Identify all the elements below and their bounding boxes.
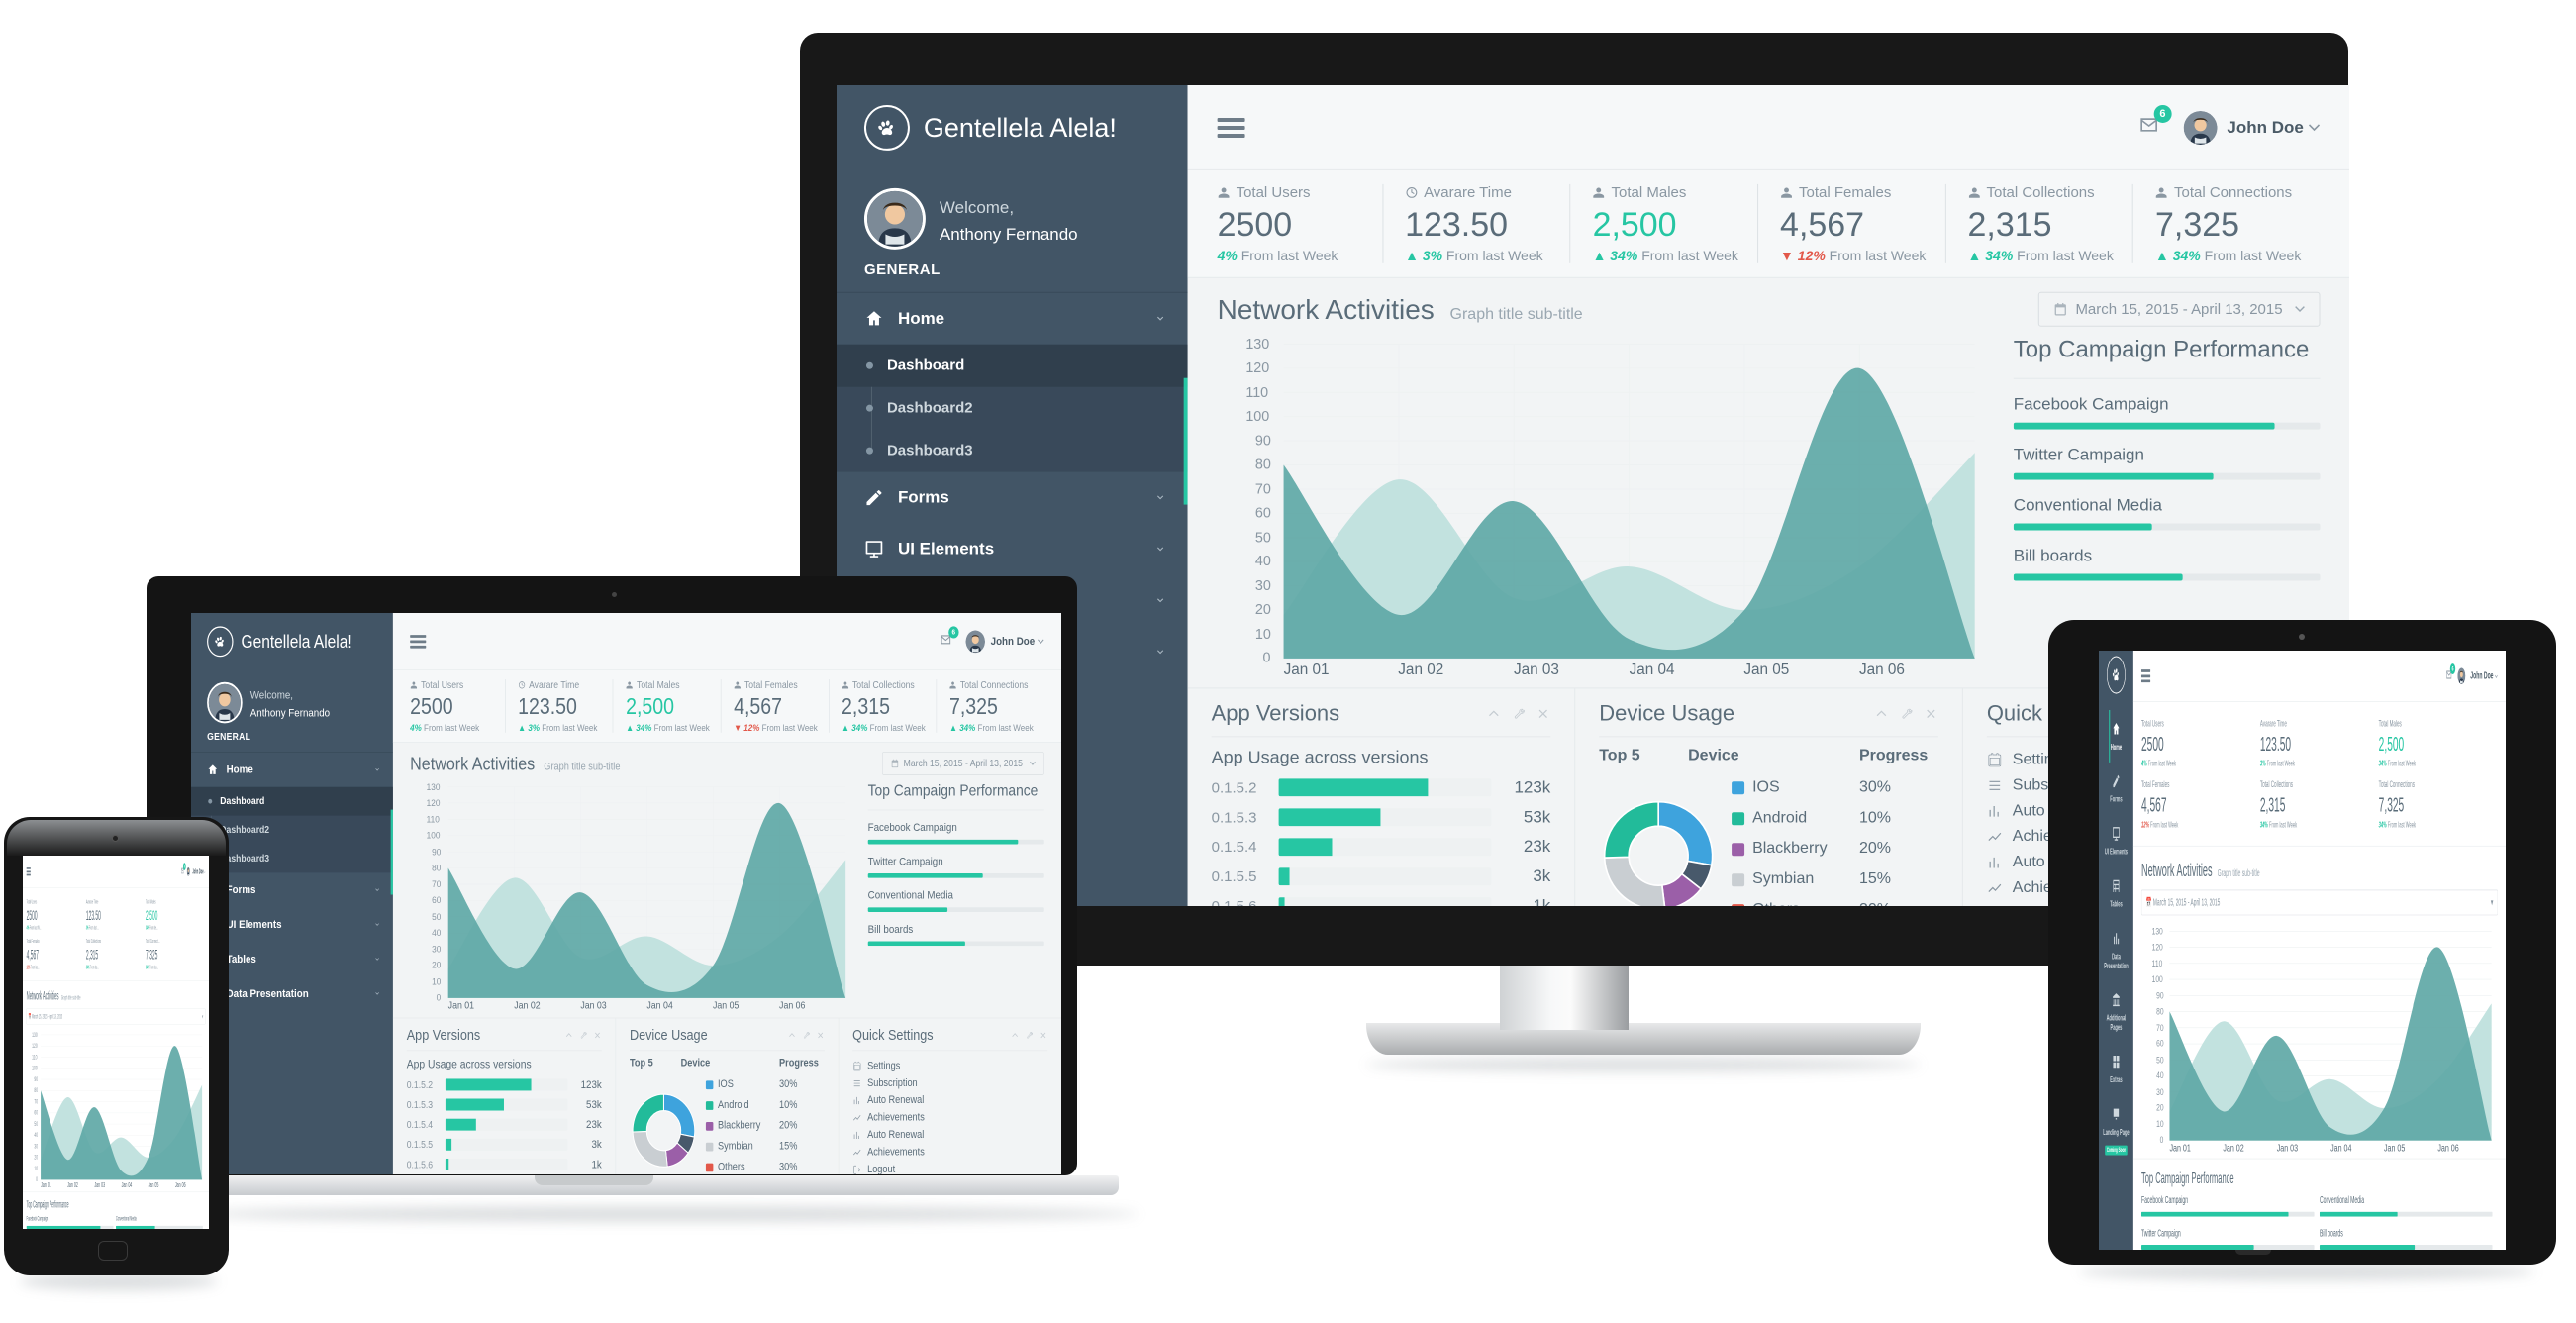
svg-text:30: 30 [34,1144,38,1152]
svg-text:0: 0 [1263,651,1271,666]
svg-text:40: 40 [1255,555,1271,570]
svg-text:Jan 04: Jan 04 [2330,1142,2351,1153]
svg-text:Jan 05: Jan 05 [149,1182,159,1188]
svg-text:20: 20 [1255,602,1271,618]
svg-text:130: 130 [1245,338,1269,354]
svg-text:10: 10 [2156,1119,2164,1129]
svg-text:Jan 06: Jan 06 [175,1182,186,1188]
svg-text:60: 60 [432,895,441,906]
svg-text:Jan 03: Jan 03 [94,1182,105,1188]
svg-text:130: 130 [32,1032,38,1040]
svg-text:50: 50 [432,911,441,922]
svg-text:90: 90 [432,847,441,858]
svg-text:Jan 01: Jan 01 [448,1000,474,1011]
svg-text:100: 100 [2152,974,2163,984]
svg-text:120: 120 [32,1043,38,1051]
svg-text:Jan 06: Jan 06 [1859,662,1905,678]
svg-text:110: 110 [1245,385,1268,401]
svg-text:110: 110 [32,1055,37,1063]
svg-text:90: 90 [1255,434,1271,450]
svg-text:Jan 05: Jan 05 [1743,662,1789,678]
svg-text:30: 30 [2156,1086,2164,1096]
svg-text:Jan 02: Jan 02 [514,1000,540,1011]
svg-text:Jan 02: Jan 02 [2223,1142,2243,1153]
svg-text:110: 110 [2152,959,2163,968]
svg-text:10: 10 [34,1166,38,1173]
svg-text:100: 100 [32,1066,38,1073]
svg-text:50: 50 [34,1121,38,1129]
svg-text:Jan 03: Jan 03 [2277,1142,2298,1153]
svg-text:Jan 03: Jan 03 [1514,662,1559,678]
svg-text:30: 30 [432,944,441,955]
svg-text:Jan 03: Jan 03 [580,1000,606,1011]
svg-text:Jan 05: Jan 05 [2384,1142,2405,1153]
svg-text:70: 70 [432,879,441,890]
svg-text:50: 50 [2156,1055,2164,1065]
svg-text:60: 60 [34,1110,38,1118]
svg-text:Jan 01: Jan 01 [1284,662,1330,678]
svg-text:130: 130 [427,782,441,792]
svg-text:90: 90 [2156,990,2164,1000]
svg-text:Jan 04: Jan 04 [1630,662,1675,678]
svg-text:Jan 04: Jan 04 [646,1000,673,1011]
svg-text:120: 120 [1245,360,1269,376]
svg-text:50: 50 [1255,531,1271,547]
svg-text:Jan 04: Jan 04 [122,1182,133,1188]
svg-text:30: 30 [1255,578,1271,594]
svg-text:110: 110 [427,814,440,825]
svg-text:Jan 01: Jan 01 [2169,1142,2190,1153]
svg-text:80: 80 [2156,1006,2164,1016]
svg-text:100: 100 [1245,409,1269,425]
svg-text:60: 60 [2156,1038,2164,1048]
svg-text:Jan 02: Jan 02 [1398,662,1443,678]
svg-text:90: 90 [34,1076,38,1084]
svg-text:10: 10 [432,976,441,987]
svg-text:40: 40 [432,928,441,939]
svg-text:120: 120 [427,798,441,809]
svg-text:Jan 02: Jan 02 [67,1182,78,1188]
svg-text:100: 100 [427,830,441,841]
svg-text:Jan 06: Jan 06 [2437,1142,2458,1153]
svg-text:Jan 06: Jan 06 [779,1000,805,1011]
svg-text:20: 20 [2156,1102,2164,1112]
svg-text:70: 70 [2156,1023,2164,1033]
svg-text:130: 130 [2152,926,2163,936]
svg-text:Jan 05: Jan 05 [713,1000,739,1011]
svg-text:70: 70 [1255,482,1271,498]
svg-text:Jan 01: Jan 01 [41,1182,51,1188]
svg-text:70: 70 [34,1099,38,1107]
svg-text:10: 10 [1255,627,1271,643]
svg-text:20: 20 [34,1155,38,1163]
svg-text:80: 80 [432,863,441,873]
svg-text:0: 0 [2160,1135,2164,1145]
svg-text:80: 80 [1255,458,1271,473]
svg-text:80: 80 [34,1087,38,1095]
svg-text:40: 40 [2156,1070,2164,1080]
svg-text:0: 0 [437,992,442,1003]
svg-text:0: 0 [36,1176,38,1184]
svg-text:40: 40 [34,1132,38,1140]
svg-text:20: 20 [432,960,441,970]
svg-text:120: 120 [2152,942,2163,952]
svg-text:60: 60 [1255,506,1271,522]
